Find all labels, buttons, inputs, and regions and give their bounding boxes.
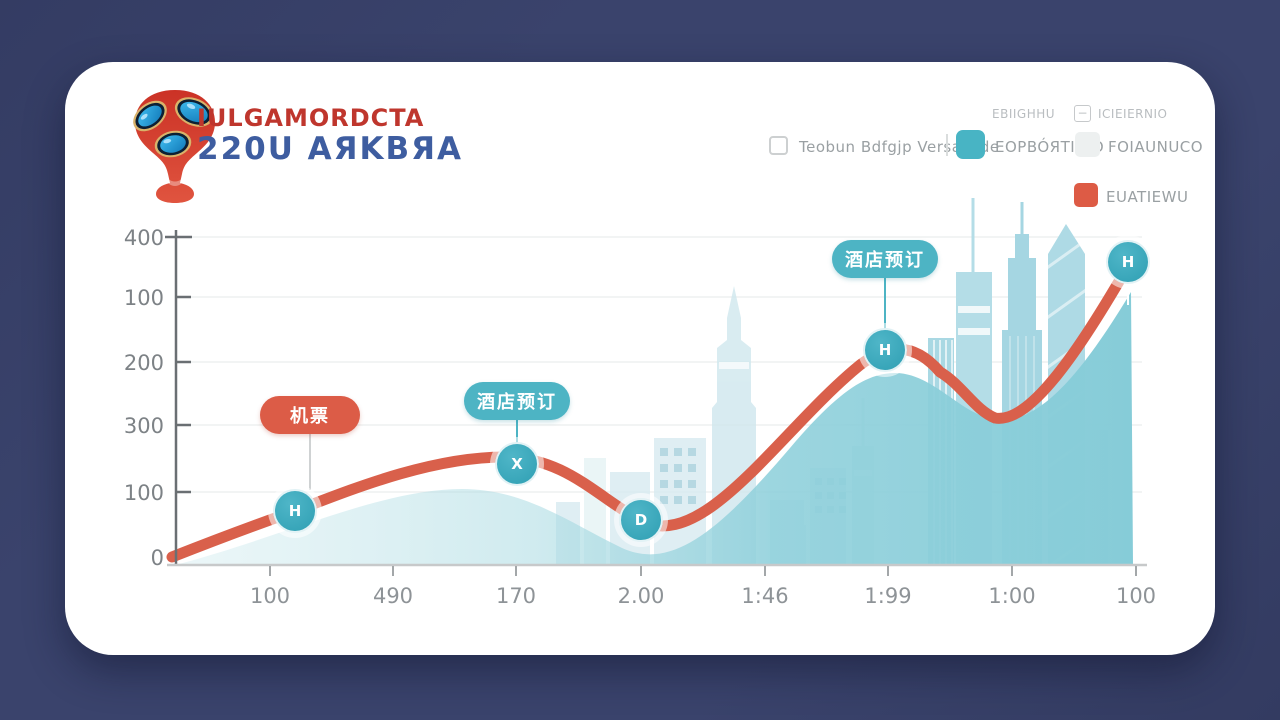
legend-divider bbox=[946, 134, 948, 156]
x-tick-label: 490 bbox=[372, 584, 414, 608]
x-tick-label: 100 bbox=[249, 584, 291, 608]
area-series bbox=[175, 292, 1133, 565]
callout-stem bbox=[516, 419, 518, 444]
callout-stem bbox=[309, 433, 311, 490]
legend-checkbox-label: Teobun Bdfgjp Versaecde bbox=[799, 138, 1000, 156]
callout-flight-ticket: 机票 bbox=[260, 396, 360, 434]
data-point-marker[interactable]: H bbox=[273, 489, 317, 533]
trophy-highlight bbox=[168, 179, 182, 186]
y-tick-label: 400 bbox=[123, 226, 164, 250]
y-tick-label: 100 bbox=[123, 286, 164, 310]
y-axis bbox=[165, 230, 192, 566]
callout-stem bbox=[884, 277, 886, 330]
brand-title-line1: IULGAMORDCTA bbox=[197, 104, 425, 132]
data-point-marker[interactable]: H bbox=[1106, 240, 1150, 284]
x-tick-label: 1:99 bbox=[864, 584, 912, 608]
x-tick-label: 1:00 bbox=[988, 584, 1036, 608]
world-cup-trophy-logo bbox=[133, 90, 216, 203]
ball-panel-icon bbox=[133, 100, 167, 132]
legend-swatch-red[interactable] bbox=[1074, 183, 1098, 207]
legend-checkbox[interactable] bbox=[769, 136, 788, 155]
y-tick-label: 200 bbox=[123, 351, 164, 375]
data-point-marker[interactable]: X bbox=[495, 442, 539, 486]
callout-hotel-booking: 酒店预订 bbox=[464, 382, 570, 420]
minus-box-icon[interactable]: − bbox=[1074, 105, 1091, 122]
legend-swatch-gray[interactable] bbox=[1075, 132, 1100, 157]
brand-title-line2: 220U AЯKBЯA bbox=[197, 131, 464, 168]
marker-stem bbox=[1127, 283, 1129, 305]
y-tick-label: 300 bbox=[123, 414, 164, 438]
y-tick-label: 100 bbox=[123, 481, 164, 505]
x-tick-label: 2.00 bbox=[617, 584, 665, 608]
y-tick-label: 0 bbox=[150, 546, 164, 570]
legend-swatch-teal[interactable] bbox=[956, 130, 985, 159]
line-series bbox=[166, 253, 1138, 563]
ball-panel-icon bbox=[174, 97, 214, 127]
mini-legend-left-label: EBIIGHHU bbox=[992, 107, 1056, 121]
callout-hotel-booking: 酒店预订 bbox=[832, 240, 938, 278]
x-tick-label: 100 bbox=[1115, 584, 1157, 608]
brand-title: IULGAMORDCTA 220U AЯKBЯA bbox=[197, 104, 464, 168]
x-tick-label: 1:46 bbox=[741, 584, 789, 608]
mini-legend-right-label: ICIEIERNIO bbox=[1098, 107, 1168, 121]
ball-panel-icon bbox=[154, 130, 192, 158]
data-point-marker[interactable]: D bbox=[619, 498, 663, 542]
data-point-marker[interactable]: H bbox=[863, 328, 907, 372]
x-axis bbox=[167, 563, 1147, 576]
legend-label-gray: FOIAUNUCO bbox=[1108, 138, 1204, 156]
legend-label-red: EUATIEWU bbox=[1106, 188, 1189, 206]
x-tick-label: 170 bbox=[495, 584, 537, 608]
